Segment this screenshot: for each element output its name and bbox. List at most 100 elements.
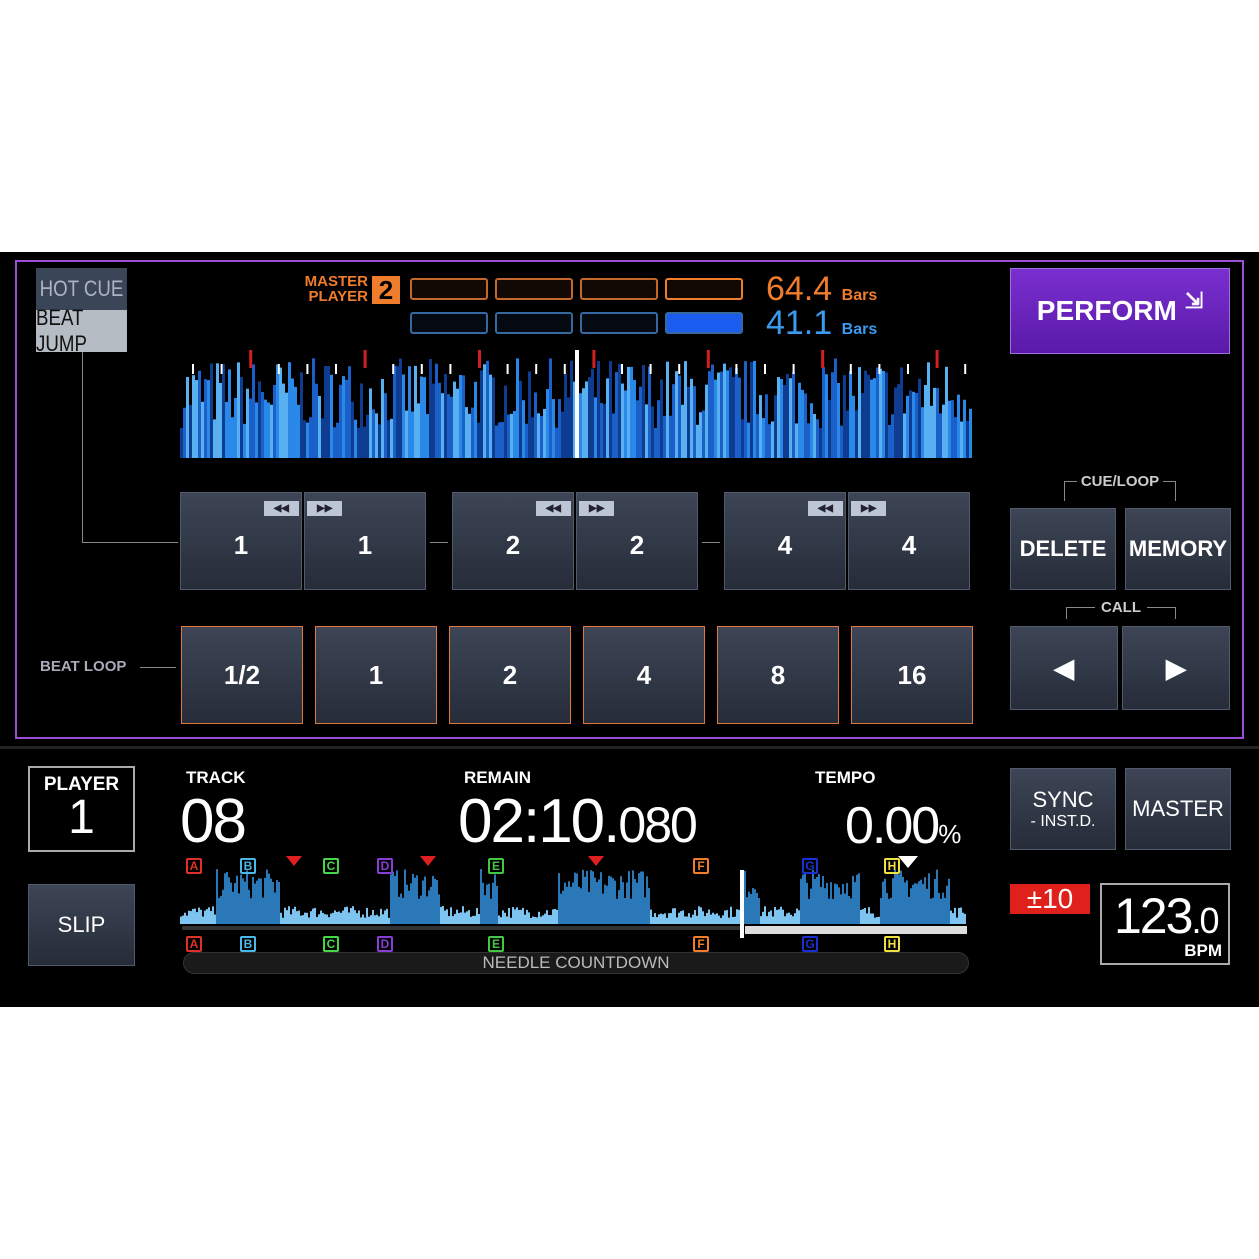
waveform-bar [603,404,606,458]
hot-cue-marker-f[interactable]: F [693,936,709,952]
waveform-bar [456,388,459,458]
waveform-bar [891,414,894,458]
waveform-bar [315,383,318,458]
waveform-bar [614,880,616,924]
beat-jump-back-button[interactable]: ◀◀ 4 [724,492,846,590]
waveform-bar [340,912,342,924]
waveform-bar [714,379,717,458]
waveform-bar [744,870,746,924]
waveform-bar [712,912,714,924]
waveform-bar [788,912,790,924]
delete-button[interactable]: DELETE [1010,508,1116,590]
hot-cue-marker-d[interactable]: D [377,858,393,874]
hot-cue-marker-b[interactable]: B [240,858,256,874]
remain-label: REMAIN [464,768,532,787]
waveform-bar [336,911,338,924]
beat-loop-button[interactable]: 1 [315,626,437,724]
tempo-range-badge[interactable]: ±10 [1010,884,1090,914]
waveform-bar [804,873,806,924]
waveform-bar [639,386,642,458]
waveform-bar [195,380,198,458]
beat-loop-button[interactable]: 16 [851,626,973,724]
hot-cue-marker-g[interactable]: G [802,936,818,952]
hot-cue-marker-c[interactable]: C [323,936,339,952]
jump-amount: 2 [505,529,521,560]
waveform-bar [300,372,303,458]
hot-cue-marker-h[interactable]: H [884,858,900,874]
waveform-bar [438,382,441,458]
needle-countdown-bar[interactable]: NEEDLE COUNTDOWN [183,952,969,974]
hot-cue-marker-g[interactable]: G [802,858,818,874]
waveform-bar [274,892,276,924]
master-button[interactable]: MASTER [1125,768,1231,850]
waveform-bar [339,384,342,458]
waveform-bar [844,893,846,924]
waveform-bar [436,880,438,924]
waveform-bar [752,888,754,924]
hot-cue-marker-c[interactable]: C [323,858,339,874]
beat-marker [849,364,852,374]
beat-jump-tab[interactable]: BEAT JUMP [36,305,127,356]
beat-loop-button[interactable]: 1/2 [181,626,303,724]
waveform-bar [314,907,316,924]
beat-loop-button[interactable]: 8 [717,626,839,724]
waveform-bar [418,898,420,924]
beat-jump-back-button[interactable]: ◀◀ 2 [452,492,574,590]
call-previous-button[interactable]: ◀ [1010,626,1118,710]
overview-waveform[interactable] [180,856,972,946]
waveform-bar [726,910,728,924]
slip-button[interactable]: SLIP [28,884,135,966]
waveform-bar [254,883,256,924]
waveform-bar [298,910,300,924]
waveform-bar [378,424,381,458]
waveform-bar [572,882,574,924]
perform-button[interactable]: PERFORM ⇲ [1010,268,1230,354]
waveform-bar [204,379,207,458]
beat-jump-fwd-button[interactable]: ▶▶ 1 [304,492,426,590]
waveform-bar [957,394,960,458]
hot-cue-marker-h[interactable]: H [884,936,900,952]
waveform-bar [231,417,234,458]
waveform-bar [322,912,324,924]
waveform-bar [772,916,774,924]
beat-marker [506,364,509,374]
beat-jump-fwd-button[interactable]: ▶▶ 2 [576,492,698,590]
waveform-bar [918,881,920,924]
beat-jump-fwd-button[interactable]: ▶▶ 4 [848,492,970,590]
waveform-bar [354,910,356,924]
waveform-bar [906,395,909,458]
beat-jump-back-button[interactable]: ◀◀ 1 [180,492,302,590]
waveform-bar [490,898,492,924]
beat-loop-button[interactable]: 4 [583,626,705,724]
memory-button[interactable]: MEMORY [1125,508,1231,590]
call-next-button[interactable]: ▶ [1122,626,1230,710]
beat-loop-button[interactable]: 2 [449,626,571,724]
hot-cue-marker-e[interactable]: E [488,858,504,874]
collapse-arrows-icon: ⇲ [1184,288,1204,313]
waveform-bar [638,873,640,924]
waveform-bar [537,413,540,458]
waveform-bar [732,377,735,458]
sync-button[interactable]: SYNC - INST.D. [1010,768,1116,850]
waveform-bar [474,381,477,458]
waveform-bar [898,874,900,924]
waveform-bar [616,898,618,924]
waveform-bar [966,421,969,458]
waveform-bar [663,415,666,458]
hot-cue-marker-a[interactable]: A [186,936,202,952]
hot-cue-marker-d[interactable]: D [377,936,393,952]
hot-cue-marker-a[interactable]: A [186,858,202,874]
waveform-bar [222,889,224,924]
waveform-bar [213,419,216,458]
hot-cue-tab[interactable]: HOT CUE [36,268,127,310]
hot-cue-marker-b[interactable]: B [240,936,256,952]
waveform-bar [870,913,872,924]
waveform-bar [544,913,546,924]
waveform-bar [856,874,858,924]
waveform-bar [669,415,672,458]
hot-cue-marker-f[interactable]: F [693,858,709,874]
waveform-bar [765,394,768,458]
waveform-bar [364,917,366,924]
hot-cue-marker-e[interactable]: E [488,936,504,952]
waveform-bar [388,917,390,924]
